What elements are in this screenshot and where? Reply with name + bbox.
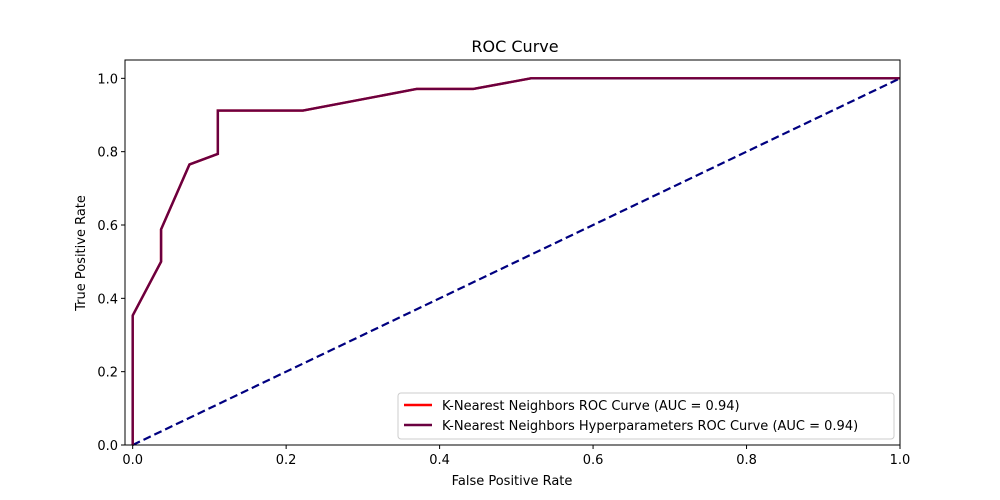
y-tick-label: 0.8 (97, 146, 118, 161)
chart-title: ROC Curve (471, 37, 558, 56)
y-axis-label: True Positive Rate (74, 195, 89, 312)
y-tick-label: 0.4 (97, 292, 118, 307)
x-axis-label: False Positive Rate (452, 474, 573, 489)
series-line-2 (131, 77, 900, 445)
y-tick-label: 1.0 (97, 72, 118, 87)
x-tick-label: 0.4 (429, 453, 450, 468)
plot-area: 0.0 0.2 0.4 0.6 0.8 1.0 0.0 0.2 0.4 0.6 0.8 1.0 (97, 59, 911, 468)
x-tick-label: 0.8 (736, 453, 757, 468)
y-tick-label: 0.6 (97, 219, 118, 234)
reference-diagonal-line (132, 77, 901, 446)
y-tick-label: 0.2 (97, 366, 118, 381)
x-tick-label: 1.0 (890, 453, 911, 468)
axes-frame (124, 59, 901, 446)
legend-entry-2: K-Nearest Neighbors Hyperparameters ROC … (442, 419, 858, 434)
legend-entry-1: K-Nearest Neighbors ROC Curve (AUC = 0.9… (442, 399, 740, 414)
x-tick-label: 0.2 (276, 453, 297, 468)
legend: K-Nearest Neighbors ROC Curve (AUC = 0.9… (397, 392, 895, 440)
legend-box (397, 392, 895, 440)
y-tick-label: 0.0 (97, 439, 118, 454)
x-tick-label: 0.6 (583, 453, 604, 468)
x-tick-label: 0.0 (122, 453, 143, 468)
